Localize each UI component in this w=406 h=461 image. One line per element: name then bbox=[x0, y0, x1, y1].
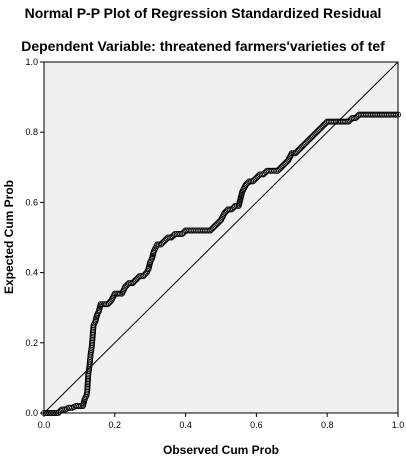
data-point bbox=[76, 402, 83, 409]
x-axis-label: Observed Cum Prob bbox=[163, 443, 279, 457]
axis-ticks: 0.0 0.2 0.4 0.6 0.8 1.0 0.0 0.2 0.4 0.6 0.8 1.0 bbox=[25, 57, 404, 430]
y-tick-label: 1.0 bbox=[25, 57, 38, 67]
chart-title: Normal P-P Plot of Regression Standardiz… bbox=[24, 5, 382, 21]
y-tick-label: 0.2 bbox=[25, 338, 38, 348]
y-axis-label: Expected Cum Prob bbox=[2, 180, 16, 294]
data-point bbox=[391, 111, 398, 118]
data-point bbox=[67, 404, 74, 411]
data-point bbox=[115, 290, 122, 297]
y-tick-label: 0.6 bbox=[25, 197, 38, 207]
x-tick-label: 1.0 bbox=[392, 420, 405, 430]
x-tick-label: 0.2 bbox=[109, 420, 122, 430]
x-tick-label: 0.4 bbox=[179, 420, 192, 430]
x-tick-label: 0.6 bbox=[250, 420, 263, 430]
y-tick-label: 0.8 bbox=[25, 127, 38, 137]
data-point bbox=[394, 111, 401, 118]
x-tick-label: 0.8 bbox=[321, 420, 334, 430]
data-point bbox=[393, 111, 400, 118]
x-tick-label: 0.0 bbox=[38, 420, 51, 430]
y-tick-label: 0.4 bbox=[25, 268, 38, 278]
data-point bbox=[60, 406, 67, 413]
data-points bbox=[41, 111, 401, 416]
y-tick-label: 0.0 bbox=[25, 408, 38, 418]
data-point bbox=[232, 202, 239, 209]
chart-subtitle: Dependent Variable: threatened farmers'v… bbox=[21, 38, 385, 54]
